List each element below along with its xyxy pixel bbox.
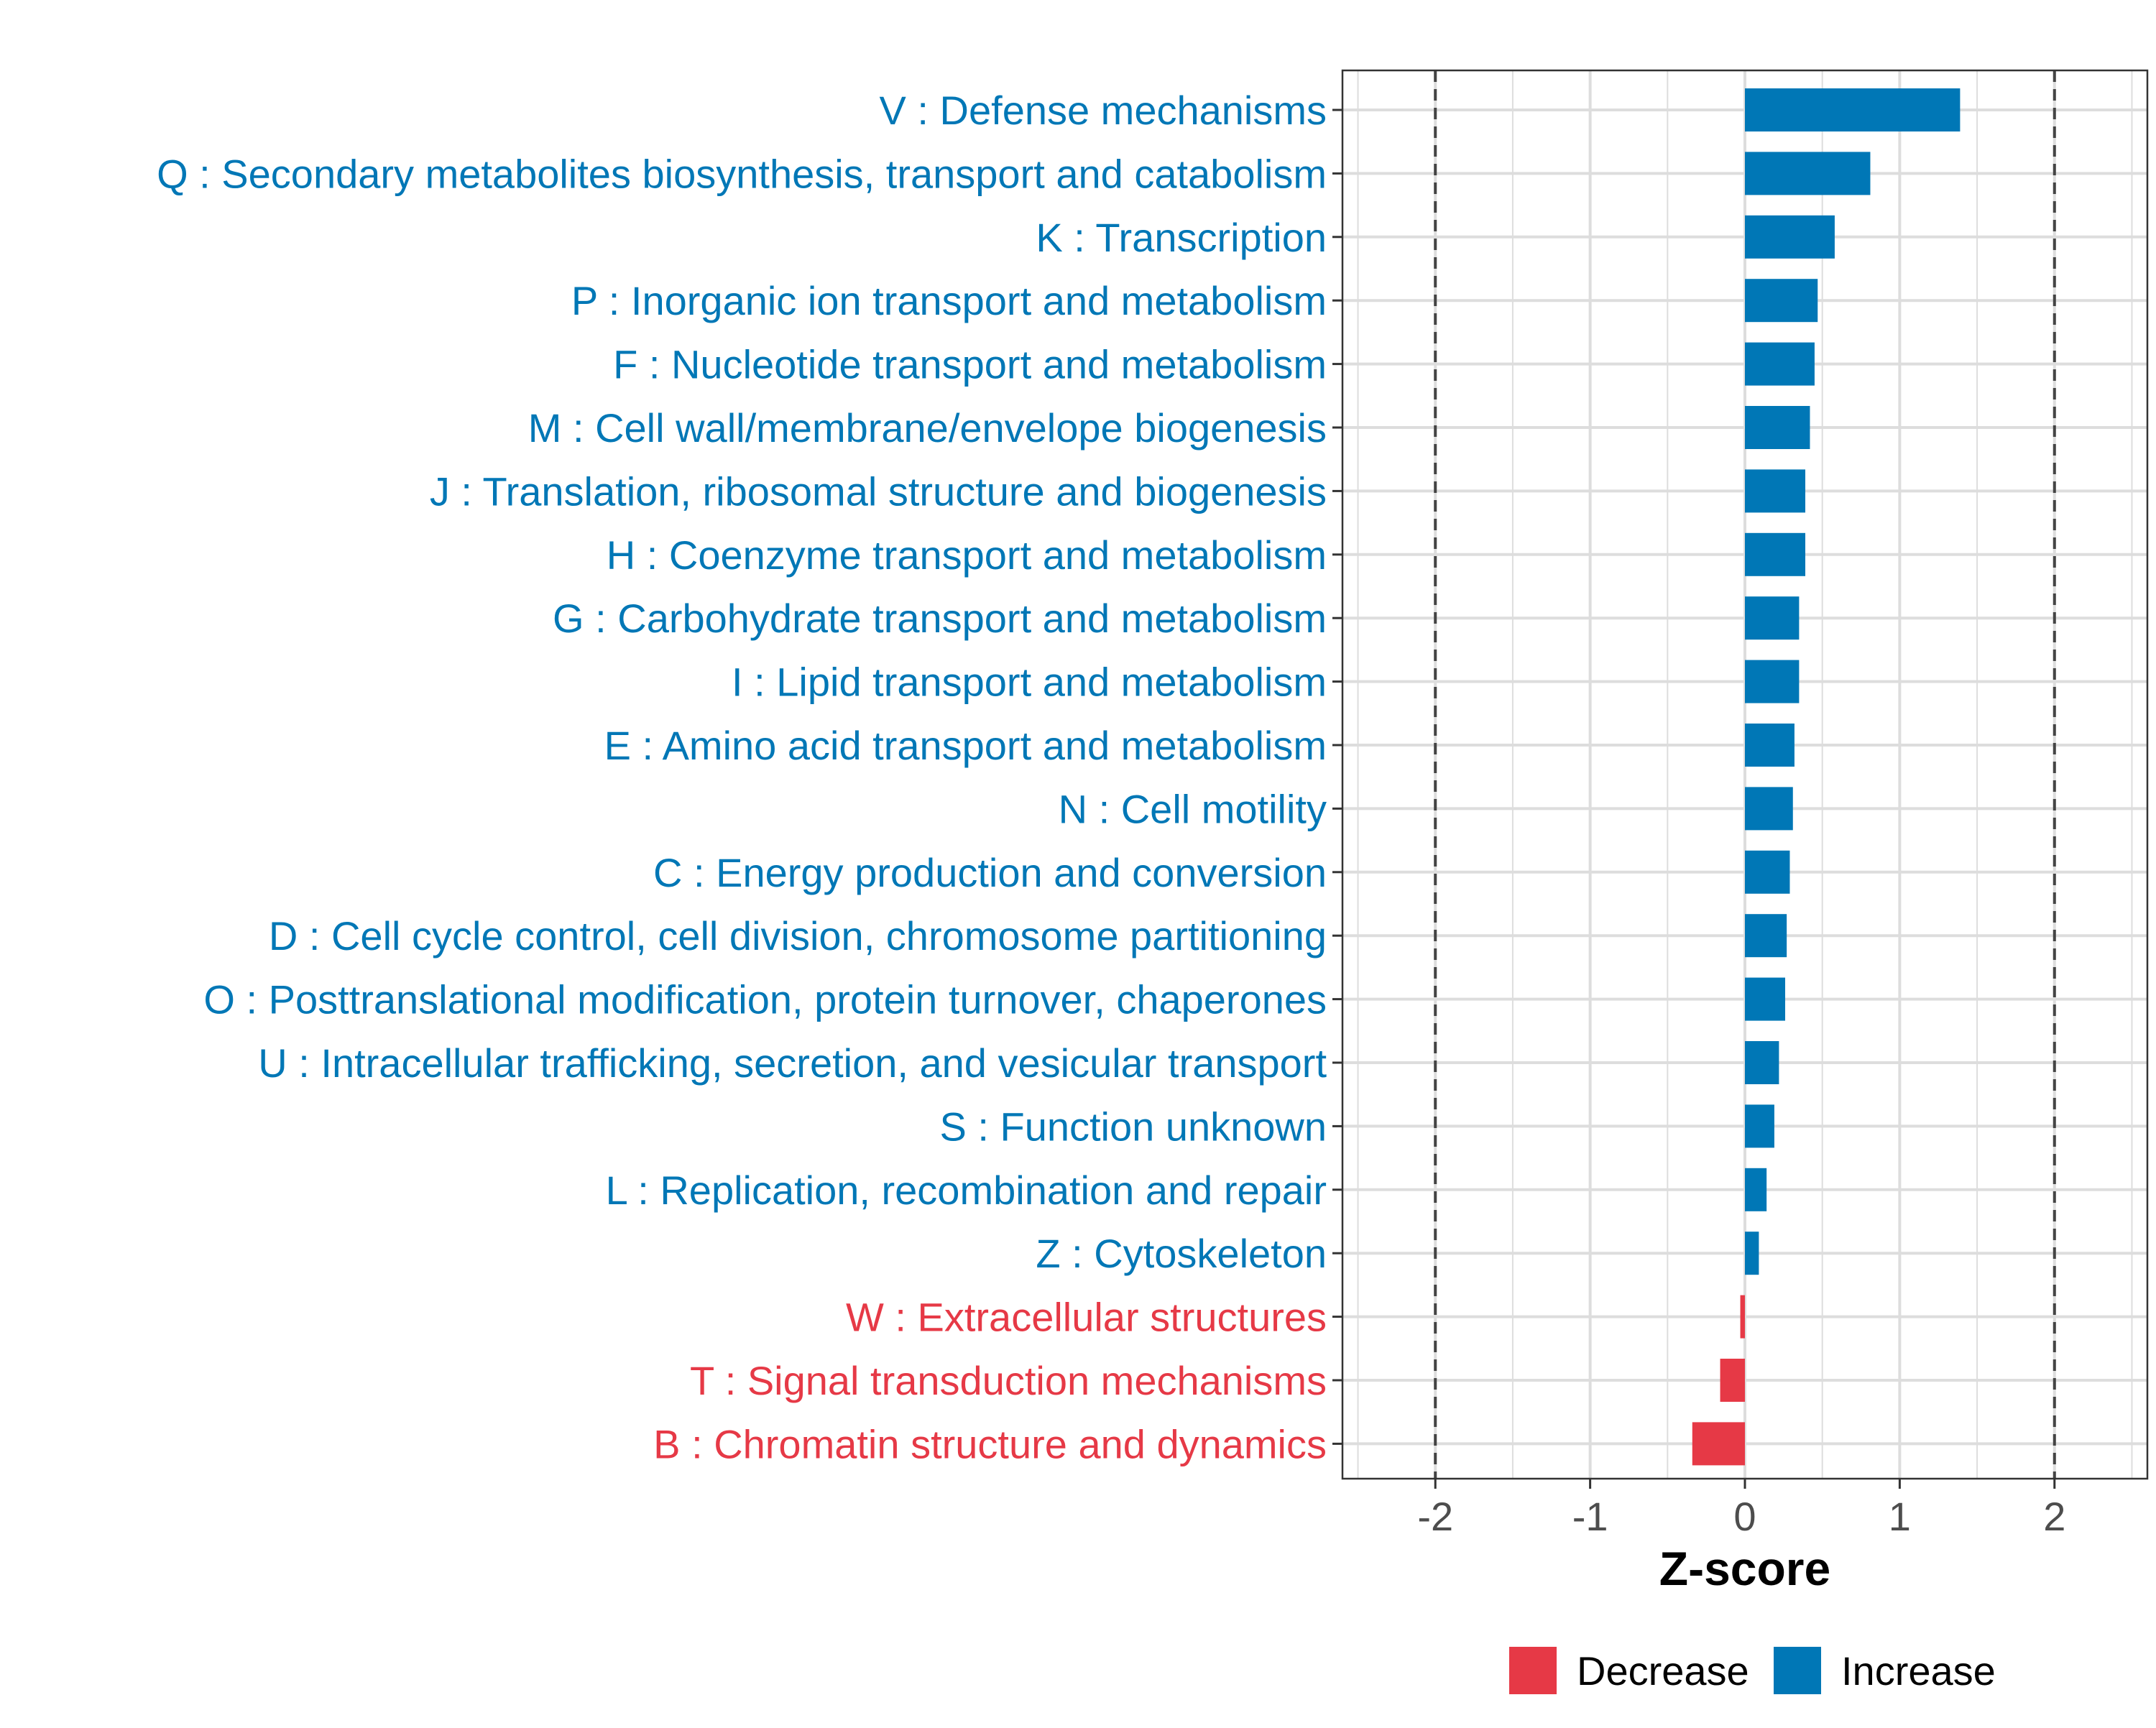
bar-o (1745, 977, 1785, 1021)
category-label: C : Energy production and conversion (653, 850, 1327, 895)
bars (1692, 88, 1961, 1466)
category-label: N : Cell motility (1059, 786, 1327, 831)
category-label: S : Function unknown (939, 1104, 1327, 1149)
bar-h (1745, 532, 1805, 576)
bar-j (1745, 469, 1805, 513)
y-axis: V : Defense mechanisms Q : Secondary meta… (157, 88, 1342, 1466)
bar-p (1745, 279, 1818, 323)
category-label: D : Cell cycle control, cell division, c… (269, 913, 1327, 958)
category-label: U : Intracellular trafficking, secretion… (258, 1040, 1327, 1086)
legend-label-decrease: Decrease (1577, 1648, 1749, 1694)
bar-u (1745, 1041, 1779, 1084)
bar-m (1745, 406, 1810, 449)
bar-z (1745, 1232, 1759, 1275)
category-label: W : Extracellular structures (846, 1295, 1327, 1340)
bar-w (1740, 1295, 1745, 1339)
bar-t (1720, 1359, 1745, 1402)
category-label: V : Defense mechanisms (880, 88, 1327, 133)
category-label: I : Lipid transport and metabolism (732, 660, 1327, 705)
bar-b (1692, 1422, 1745, 1466)
bar-g (1745, 596, 1800, 640)
x-tick-label: -2 (1417, 1494, 1453, 1539)
bar-i (1745, 660, 1800, 703)
bar-s (1745, 1104, 1774, 1148)
category-label: E : Amino acid transport and metabolism (604, 723, 1327, 768)
x-tick-label: 0 (1733, 1494, 1756, 1539)
category-label: P : Inorganic ion transport and metaboli… (571, 278, 1327, 323)
category-label: H : Coenzyme transport and metabolism (607, 532, 1327, 578)
x-tick-label: 1 (1889, 1494, 1911, 1539)
bar-c (1745, 850, 1790, 894)
category-label: F : Nucleotide transport and metabolism (613, 342, 1327, 387)
x-axis: -2 -1 0 1 2 (1417, 1479, 2065, 1539)
x-axis-title: Z-score (1659, 1542, 1830, 1595)
bar-f (1745, 342, 1815, 386)
category-label: K : Transcription (1036, 215, 1327, 260)
category-label: M : Cell wall/membrane/envelope biogenes… (528, 405, 1327, 451)
category-label: J : Translation, ribosomal structure and… (430, 468, 1327, 514)
x-tick-label: 2 (2043, 1494, 2065, 1539)
category-label: O : Posttranslational modification, prot… (203, 977, 1327, 1022)
legend-label-increase: Increase (1841, 1648, 1996, 1694)
category-label: Q : Secondary metabolites biosynthesis, … (157, 151, 1327, 196)
x-tick-label: -1 (1572, 1494, 1608, 1539)
category-label: L : Replication, recombination and repai… (606, 1168, 1327, 1213)
bar-d (1745, 914, 1787, 958)
legend-swatch-decrease (1509, 1647, 1557, 1694)
legend: Decrease Increase (1509, 1647, 1996, 1694)
category-label: Z : Cytoskeleton (1036, 1231, 1327, 1276)
category-label: G : Carbohydrate transport and metabolis… (553, 596, 1327, 641)
category-label: B : Chromatin structure and dynamics (653, 1421, 1327, 1466)
bar-l (1745, 1168, 1767, 1211)
bar-e (1745, 724, 1795, 767)
bar-q (1745, 152, 1871, 195)
category-label: T : Signal transduction mechanisms (690, 1358, 1327, 1403)
bar-k (1745, 215, 1835, 259)
bar-n (1745, 787, 1793, 831)
legend-swatch-increase (1774, 1647, 1821, 1694)
reference-lines (1434, 70, 2056, 1479)
bar-v (1745, 88, 1961, 131)
